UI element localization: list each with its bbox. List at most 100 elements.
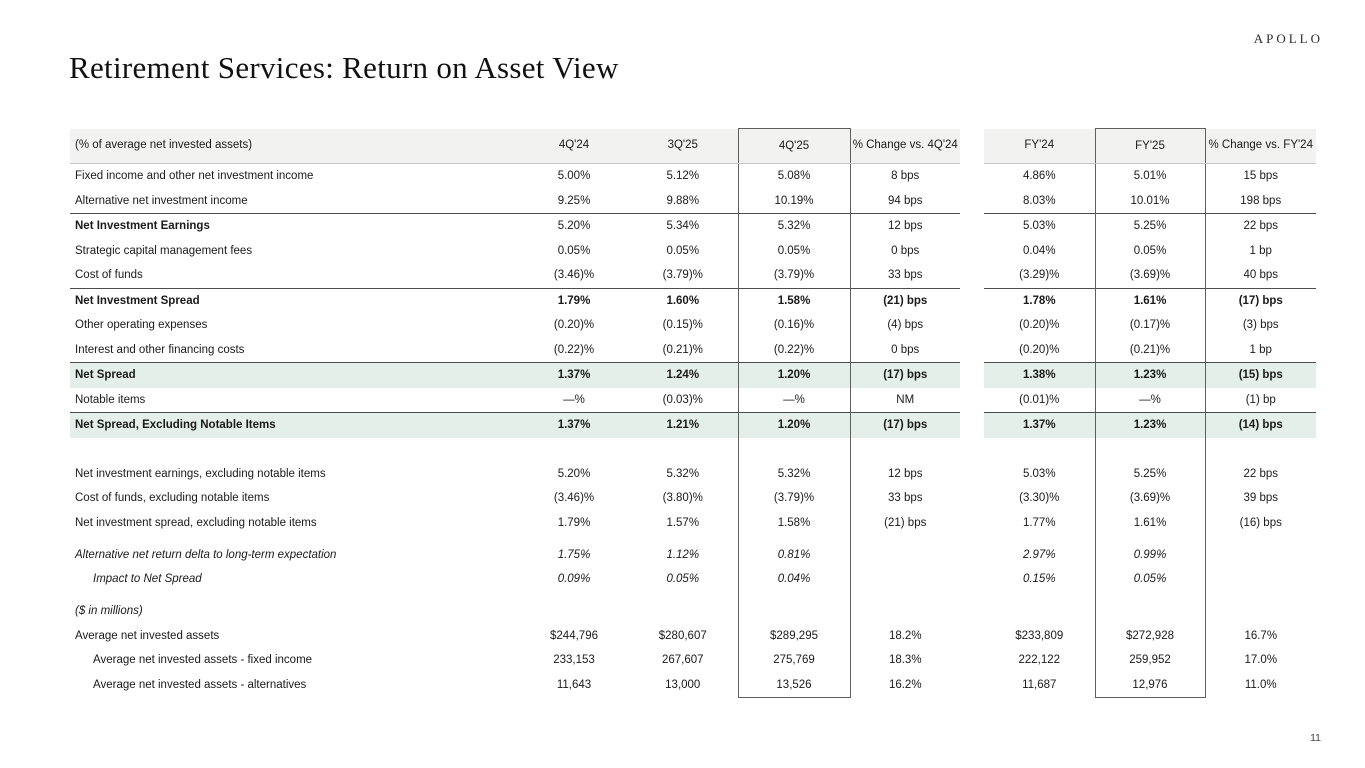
row-label: Net Investment Spread [70, 287, 520, 313]
table-cell: 0.15% [984, 567, 1095, 592]
table-cell: $289,295 [737, 623, 851, 648]
column-gap [960, 535, 984, 543]
table-cell: 33 bps [850, 263, 960, 288]
table-cell [1205, 599, 1316, 624]
table-cell: 22 bps [1205, 461, 1316, 486]
table-cell: (3.46)% [520, 486, 628, 511]
table-row: Notable items —% (0.03)% —% NM (0.01)% —% (1) b… [70, 387, 1316, 413]
table-cell: (0.03)% [628, 387, 738, 413]
table-cell: 12,976 [1094, 672, 1206, 698]
table-cell: 1.24% [628, 362, 738, 388]
table-cell: 1.58% [737, 287, 851, 313]
table-cell [850, 535, 960, 543]
table-cell: 259,952 [1094, 648, 1206, 673]
table-cell [984, 591, 1095, 599]
table-cell: 9.88% [628, 188, 738, 214]
table-cell: 198 bps [1205, 188, 1316, 214]
column-gap [960, 599, 984, 624]
table-cell: 5.20% [520, 461, 628, 486]
table-cell: 17.0% [1205, 648, 1316, 673]
table-cell [850, 567, 960, 592]
table-cell: (0.20)% [520, 313, 628, 338]
table-cell: 1.38% [984, 362, 1095, 388]
table-cell: (3.29)% [984, 263, 1095, 288]
row-label [70, 591, 520, 599]
table-cell [737, 599, 851, 624]
table-cell [850, 437, 960, 462]
table-row: ($ in millions) [70, 599, 1316, 624]
column-gap [960, 591, 984, 599]
table-cell: 15 bps [1205, 163, 1316, 189]
table-cell: 1.57% [628, 510, 738, 535]
table-cell: 8 bps [850, 163, 960, 189]
column-gap [960, 387, 984, 413]
column-gap [960, 486, 984, 511]
table-cell: 1 bp [1205, 337, 1316, 363]
table-cell: 5.01% [1094, 163, 1206, 189]
table-cell: 5.12% [628, 163, 738, 189]
spacer-row [70, 535, 1316, 543]
row-label [70, 437, 520, 462]
table-cell: 5.03% [984, 461, 1095, 486]
header-4q25: 4Q'25 [737, 128, 851, 164]
table-row: Average net invested assets $244,796 $280,… [70, 623, 1316, 648]
table-cell [1205, 591, 1316, 599]
table-cell [737, 535, 851, 543]
row-label [70, 535, 520, 543]
table-cell: (4) bps [850, 313, 960, 338]
table-cell: 0.81% [737, 542, 851, 567]
table-cell: NM [850, 387, 960, 413]
spacer-row [70, 591, 1316, 599]
roa-table-container: (% of average net invested assets) 4Q'24… [70, 128, 1316, 698]
row-label: Net Investment Earnings [70, 213, 520, 239]
header-fy25: FY'25 [1094, 128, 1206, 164]
table-cell: 8.03% [984, 188, 1095, 214]
table-cell: (0.15)% [628, 313, 738, 338]
header-change-vs-fy24: % Change vs. FY'24 [1205, 128, 1316, 164]
table-cell: 4.86% [984, 163, 1095, 189]
table-cell: 13,000 [628, 672, 738, 698]
table-cell: $233,809 [984, 623, 1095, 648]
table-cell: 0 bps [850, 337, 960, 363]
table-row: Cost of funds, excluding notable items (3… [70, 486, 1316, 511]
spacer-row [70, 437, 1316, 462]
table-cell [520, 591, 628, 599]
table-row: Net investment earnings, excluding notab… [70, 461, 1316, 486]
table-cell [1205, 542, 1316, 567]
table-cell: 39 bps [1205, 486, 1316, 511]
table-cell: $244,796 [520, 623, 628, 648]
apollo-logo: APOLLO [1253, 31, 1323, 46]
table-cell: 33 bps [850, 486, 960, 511]
table-cell [628, 535, 738, 543]
table-cell: (3) bps [1205, 313, 1316, 338]
page-number: 11 [1310, 732, 1321, 744]
table-row: Net Spread 1.37% 1.24% 1.20% (17) bps 1.38% 1.… [70, 362, 1316, 388]
column-gap [960, 623, 984, 648]
table-cell: (3.79)% [628, 263, 738, 288]
table-cell: 5.34% [628, 213, 738, 239]
table-cell: (3.69)% [1094, 486, 1206, 511]
table-cell: 233,153 [520, 648, 628, 673]
table-cell: 0.04% [984, 238, 1095, 263]
table-cell [628, 437, 738, 462]
table-cell [1205, 437, 1316, 462]
table-cell: 0.99% [1094, 542, 1206, 567]
table-cell: 1.79% [520, 510, 628, 535]
table-cell [628, 591, 738, 599]
table-cell: 5.25% [1094, 461, 1206, 486]
table-cell [520, 599, 628, 624]
table-cell [1094, 535, 1206, 543]
table-cell [520, 437, 628, 462]
column-gap [960, 542, 984, 567]
table-row: Net Investment Spread 1.79% 1.60% 1.58% (21)… [70, 287, 1316, 313]
row-label: Alternative net return delta to long-ter… [70, 542, 520, 567]
table-cell: 5.20% [520, 213, 628, 239]
table-cell: (0.01)% [984, 387, 1095, 413]
table-cell: (0.22)% [520, 337, 628, 363]
table-cell: 0.05% [737, 238, 851, 263]
table-cell: (17) bps [1205, 287, 1316, 313]
table-cell [984, 599, 1095, 624]
column-gap [960, 213, 984, 239]
table-cell: (0.16)% [737, 313, 851, 338]
